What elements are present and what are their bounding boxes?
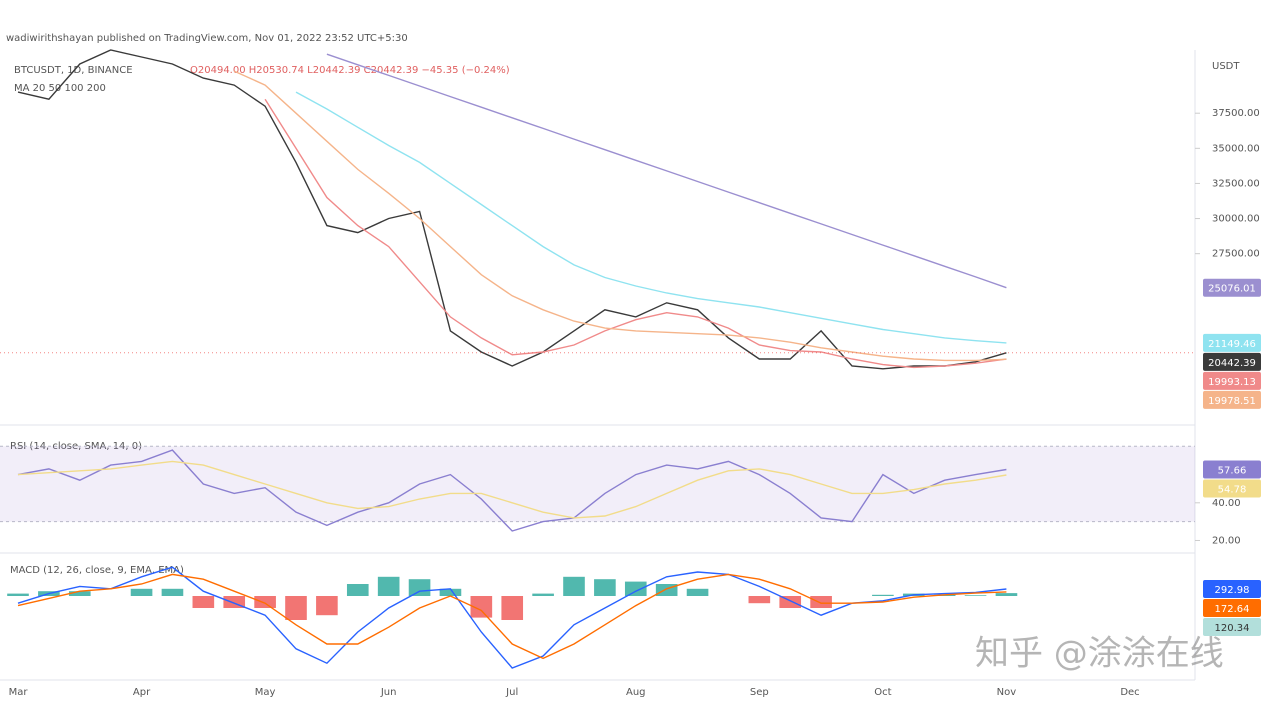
histogram-bar: [501, 596, 524, 620]
price-tag: [1203, 617, 1261, 636]
rsi-legend: RSI (14, close, SMA, 14, 0): [10, 441, 142, 452]
x-tick-label: Oct: [874, 687, 891, 698]
histogram-bar: [377, 576, 400, 596]
price-tag: [1203, 579, 1261, 598]
x-tick-label: May: [255, 687, 276, 698]
price-tag: [1203, 352, 1261, 371]
x-tick-label: Aug: [626, 687, 646, 698]
rsi-band: [0, 446, 1195, 522]
price-tag-label: 172.64: [1215, 604, 1250, 615]
y-tick-label: 37500.00: [1212, 108, 1260, 119]
histogram-bar: [995, 593, 1018, 596]
histogram-bar: [316, 596, 338, 616]
series-line: [295, 91, 1007, 344]
histogram-bar: [470, 596, 493, 618]
histogram-bar: [7, 593, 29, 596]
y-tick-label: 32500.00: [1212, 178, 1260, 189]
price-tag: [1203, 371, 1261, 390]
histogram-bar: [594, 579, 616, 596]
y-tick-label: 27500.00: [1212, 249, 1260, 260]
price-tag-label: 19993.13: [1208, 377, 1256, 388]
price-tag: [1203, 479, 1261, 498]
series-line: [17, 49, 1007, 370]
series-line: [264, 98, 1007, 369]
x-tick-label: Mar: [9, 687, 29, 698]
histogram-bar: [161, 588, 184, 596]
price-tag: [1203, 390, 1261, 409]
histogram-bar: [192, 596, 215, 608]
x-tick-label: Nov: [997, 687, 1017, 698]
histogram-bar: [130, 588, 153, 596]
y-tick-label: 40.00: [1212, 498, 1241, 509]
histogram-bar: [563, 576, 585, 596]
macd-legend: MACD (12, 26, close, 9, EMA, EMA): [10, 565, 184, 576]
axis-unit: USDT: [1212, 61, 1240, 72]
price-tag: [1203, 460, 1261, 479]
price-tag: [1203, 598, 1261, 617]
series-line: [233, 70, 1007, 362]
histogram-bar: [964, 595, 987, 596]
price-tag-label: 20442.39: [1208, 358, 1256, 369]
x-tick-label: Jun: [380, 687, 397, 698]
series-line: [17, 449, 1007, 532]
series-line: [17, 460, 1007, 519]
x-tick-label: Apr: [133, 687, 151, 698]
price-tag-label: 120.34: [1215, 623, 1250, 634]
price-tag: [1203, 278, 1261, 297]
x-tick-label: Sep: [750, 687, 769, 698]
histogram-bar: [68, 591, 91, 596]
x-tick-label: Dec: [1120, 687, 1139, 698]
ohlc-legend: O20494.00 H20530.74 L20442.39 C20442.39 …: [190, 65, 510, 76]
histogram-bar: [408, 579, 431, 596]
histogram-bar: [346, 584, 369, 596]
chart-title: wadiwirithshayan published on TradingVie…: [6, 33, 408, 44]
histogram-bar: [686, 588, 709, 596]
histogram-bar: [810, 596, 832, 608]
histogram-bar: [254, 596, 276, 608]
histogram-bar: [532, 593, 554, 596]
series-line: [326, 53, 1007, 289]
histogram-bar: [624, 581, 647, 596]
y-tick-label: 35000.00: [1212, 143, 1260, 154]
watermark: 知乎 @涂涂在线: [975, 634, 1224, 674]
price-tag-label: 292.98: [1215, 585, 1250, 596]
histogram-bar: [748, 596, 771, 604]
histogram-bar: [285, 596, 307, 620]
ma-legend: MA 20 50 100 200: [14, 83, 106, 94]
price-tag-label: 19978.51: [1208, 396, 1256, 407]
y-tick-label: 20.00: [1212, 535, 1241, 546]
price-tag-label: 57.66: [1218, 466, 1247, 477]
price-tag-label: 25076.01: [1208, 284, 1256, 295]
series-line: [17, 573, 1007, 660]
price-tag: [1203, 333, 1261, 352]
histogram-bar: [439, 588, 462, 596]
histogram-bar: [872, 594, 894, 596]
price-tag-label: 21149.46: [1208, 339, 1256, 350]
price-tag-label: 54.78: [1218, 485, 1247, 496]
series-line: [17, 566, 1007, 669]
x-tick-label: Jul: [505, 687, 518, 698]
y-tick-label: 30000.00: [1212, 214, 1260, 225]
